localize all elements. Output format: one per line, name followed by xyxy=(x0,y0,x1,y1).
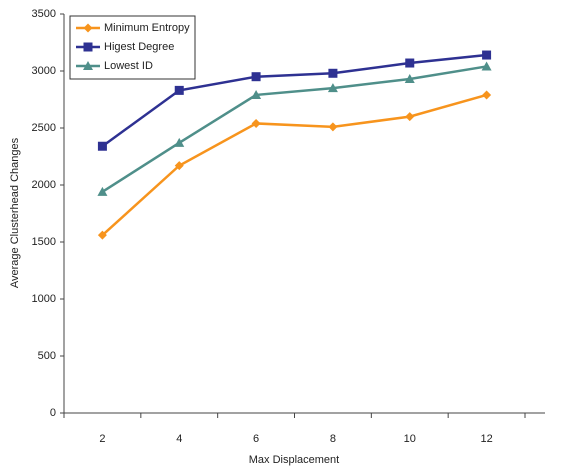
legend-label: Lowest ID xyxy=(104,60,153,72)
y-tick-label: 3500 xyxy=(32,8,56,20)
marker xyxy=(174,161,184,171)
marker xyxy=(83,61,93,70)
x-tick-label: 2 xyxy=(99,433,105,445)
marker xyxy=(83,23,93,33)
marker xyxy=(97,230,107,240)
marker xyxy=(174,85,184,95)
marker xyxy=(482,50,492,60)
y-tick-label: 2000 xyxy=(32,179,56,191)
y-tick-label: 1000 xyxy=(32,293,56,305)
y-tick-label: 1500 xyxy=(32,236,56,248)
marker xyxy=(481,61,492,71)
marker xyxy=(97,141,107,151)
marker xyxy=(327,83,338,93)
x-tick-label: 6 xyxy=(253,433,259,445)
y-tick-label: 2500 xyxy=(32,122,56,134)
x-tick-label: 8 xyxy=(330,433,336,445)
x-axis-label: Max Displacement xyxy=(249,454,339,466)
marker xyxy=(251,118,261,128)
x-tick-label: 4 xyxy=(176,433,182,445)
marker xyxy=(405,112,415,122)
marker xyxy=(404,73,415,83)
legend-label: Minimum Entropy xyxy=(104,22,190,34)
marker xyxy=(97,186,108,196)
x-tick-label: 12 xyxy=(480,433,492,445)
marker xyxy=(328,68,338,78)
series-line xyxy=(101,65,487,193)
marker xyxy=(328,122,338,132)
y-tick-label: 500 xyxy=(38,350,56,362)
marker xyxy=(174,137,185,147)
legend-label: Higest Degree xyxy=(104,41,174,53)
y-tick-label: 3000 xyxy=(32,65,56,77)
marker xyxy=(405,58,415,68)
marker xyxy=(482,90,492,100)
x-tick-label: 10 xyxy=(404,433,416,445)
marker xyxy=(251,89,262,99)
y-axis-label: Average Clusterhead Changes xyxy=(9,137,21,288)
series-line xyxy=(101,93,487,237)
marker xyxy=(83,42,93,52)
y-tick-label: 0 xyxy=(50,407,56,419)
series-line xyxy=(101,53,487,148)
marker xyxy=(251,72,261,82)
